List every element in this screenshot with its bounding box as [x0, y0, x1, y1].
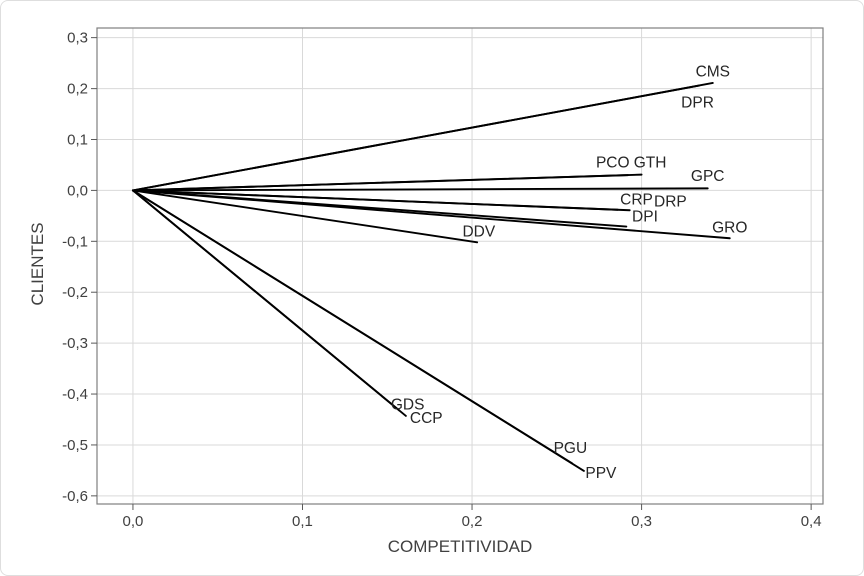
- vector-label-gth: GTH: [634, 154, 667, 171]
- x-tick-label: 0,1: [292, 513, 313, 530]
- vector-line-gth: [131, 173, 643, 192]
- x-tick-label: 0,2: [462, 513, 483, 530]
- x-axis-title: COMPETITIVIDAD: [388, 537, 533, 556]
- vector-line-dpr: [131, 84, 701, 192]
- y-axis-title: CLIENTES: [28, 222, 47, 305]
- y-tick-label: -0,1: [62, 233, 88, 250]
- vector-line-gro: [131, 189, 731, 240]
- y-tick-label: 0,2: [67, 81, 88, 98]
- vector-label-cms: CMS: [696, 63, 730, 80]
- plot-border: [96, 27, 824, 505]
- tick-marks: [91, 37, 812, 510]
- vector-label-gpc: GPC: [691, 168, 725, 185]
- vector-label-ccp: CCP: [410, 410, 443, 427]
- tick-labels: 0,0 0,1 0,2 0,3 0,4 0,3 0,2 0,1 0,0 -0,1 -0,2 -0,3 -…: [62, 30, 821, 530]
- y-tick-label: 0,1: [67, 131, 88, 148]
- vector-label-pco: PCO: [596, 154, 630, 171]
- vector-line-ppv: [131, 189, 585, 472]
- gridlines: [97, 28, 823, 504]
- vector-line-ddv: [131, 189, 479, 244]
- y-tick-label: 0,3: [67, 30, 88, 47]
- vector-label-crp: CRP: [620, 192, 653, 209]
- x-tick-label: 0,0: [123, 513, 144, 530]
- x-tick-label: 0,3: [631, 513, 652, 530]
- vector-line-drp: [131, 189, 631, 212]
- vector-label-ddv: DDV: [462, 224, 495, 241]
- vector-label-pgu: PGU: [554, 440, 588, 457]
- y-tick-label: -0,4: [62, 386, 88, 403]
- vector-label-drp: DRP: [654, 194, 687, 211]
- y-tick-label: 0,0: [67, 182, 88, 199]
- y-tick-label: -0,5: [62, 437, 88, 454]
- y-tick-label: -0,6: [62, 488, 88, 505]
- vector-label-dpi: DPI: [632, 208, 658, 225]
- vector-line-gpc: [131, 187, 709, 192]
- vector-label-dpr: DPR: [681, 94, 714, 111]
- y-tick-label: -0,2: [62, 284, 88, 301]
- vector-label-ppv: PPV: [585, 465, 617, 482]
- vector-label-gro: GRO: [712, 220, 747, 237]
- y-tick-label: -0,3: [62, 335, 88, 352]
- vector-label-gds: GDS: [391, 397, 425, 414]
- x-tick-label: 0,4: [801, 513, 822, 530]
- vector-line-ccp: [131, 189, 407, 417]
- vector-lines: [131, 82, 731, 472]
